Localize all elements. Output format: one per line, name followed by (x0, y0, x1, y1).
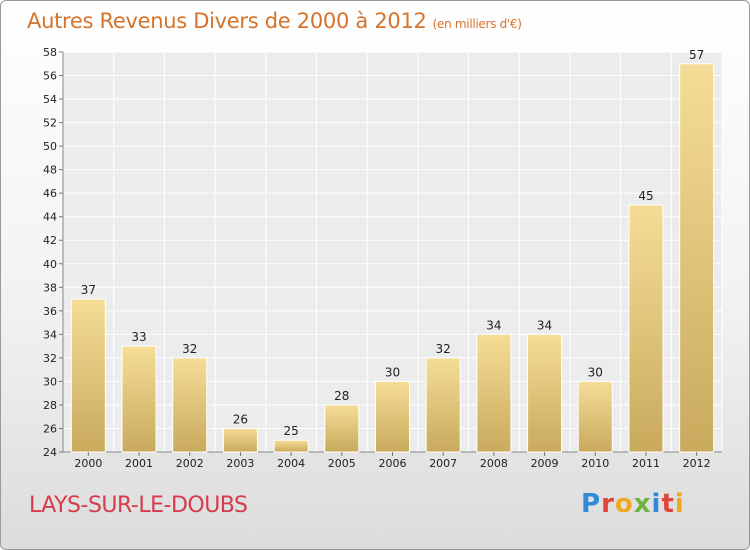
data-label: 32 (182, 342, 197, 356)
data-label: 33 (131, 330, 146, 344)
bar (375, 380, 410, 453)
bar (628, 204, 664, 453)
y-tick-label: 56 (43, 70, 57, 83)
logo-letter: i (674, 489, 685, 519)
data-label: 25 (283, 424, 298, 438)
y-tick-label: 24 (43, 446, 57, 459)
bar (527, 333, 563, 453)
y-tick-label: 34 (43, 328, 57, 341)
x-tick-label: 2009 (531, 457, 559, 470)
logo-letter: P (581, 489, 602, 519)
x-tick-label: 2005 (328, 457, 356, 470)
bar (172, 357, 208, 453)
x-tick-label: 2002 (176, 457, 204, 470)
data-label: 34 (537, 318, 552, 332)
y-tick-label: 58 (43, 46, 57, 59)
y-tick-label: 46 (43, 187, 57, 200)
data-label: 34 (486, 318, 501, 332)
x-tick-label: 2003 (226, 457, 254, 470)
bar (121, 345, 157, 453)
logo-letter: i (651, 489, 662, 519)
data-label: 37 (81, 283, 96, 297)
logo-letter: r (601, 489, 615, 519)
data-label: 32 (436, 342, 451, 356)
bar (324, 404, 360, 453)
chart-title: Autres Revenus Divers de 2000 à 2012 (en … (27, 9, 522, 33)
logo-letter: x (633, 489, 652, 519)
data-label: 30 (385, 365, 400, 379)
x-tick-label: 2008 (480, 457, 508, 470)
y-tick-label: 44 (43, 211, 57, 224)
y-tick-label: 36 (43, 305, 57, 318)
chart-subtitle: (en milliers d'€) (432, 17, 522, 31)
bar (577, 380, 613, 453)
y-tick-label: 28 (43, 399, 57, 412)
logo-letter: t (661, 489, 675, 519)
x-tick-label: 2000 (74, 457, 102, 470)
x-tick-label: 2012 (683, 457, 711, 470)
bar (273, 439, 309, 453)
y-tick-label: 42 (43, 234, 57, 247)
y-tick-label: 52 (43, 117, 57, 130)
x-tick-label: 2007 (429, 457, 457, 470)
bar (425, 357, 461, 453)
bar (679, 63, 715, 453)
bar (476, 333, 512, 453)
data-label: 26 (233, 412, 248, 426)
x-tick-label: 2006 (379, 457, 407, 470)
title-text: Autres Revenus Divers de 2000 à 2012 (27, 9, 427, 33)
x-tick-label: 2011 (632, 457, 660, 470)
y-tick-label: 30 (43, 375, 57, 388)
y-tick-label: 40 (43, 258, 57, 271)
data-label: 28 (334, 389, 349, 403)
y-tick-label: 54 (43, 93, 57, 106)
bar (70, 298, 106, 453)
proxiti-logo: Proxiti (581, 489, 685, 519)
location-label: LAYS-SUR-LE-DOUBS (29, 493, 248, 518)
bar (222, 427, 258, 453)
x-tick-label: 2010 (581, 457, 609, 470)
y-tick-label: 50 (43, 140, 57, 153)
y-tick-label: 26 (43, 422, 57, 435)
data-label: 30 (588, 365, 603, 379)
data-label: 57 (689, 48, 704, 62)
y-tick-label: 32 (43, 352, 57, 365)
x-tick-label: 2004 (277, 457, 305, 470)
data-label: 45 (638, 189, 653, 203)
x-tick-label: 2001 (125, 457, 153, 470)
y-tick-label: 48 (43, 164, 57, 177)
logo-letter: o (614, 489, 634, 519)
y-tick-label: 38 (43, 281, 57, 294)
